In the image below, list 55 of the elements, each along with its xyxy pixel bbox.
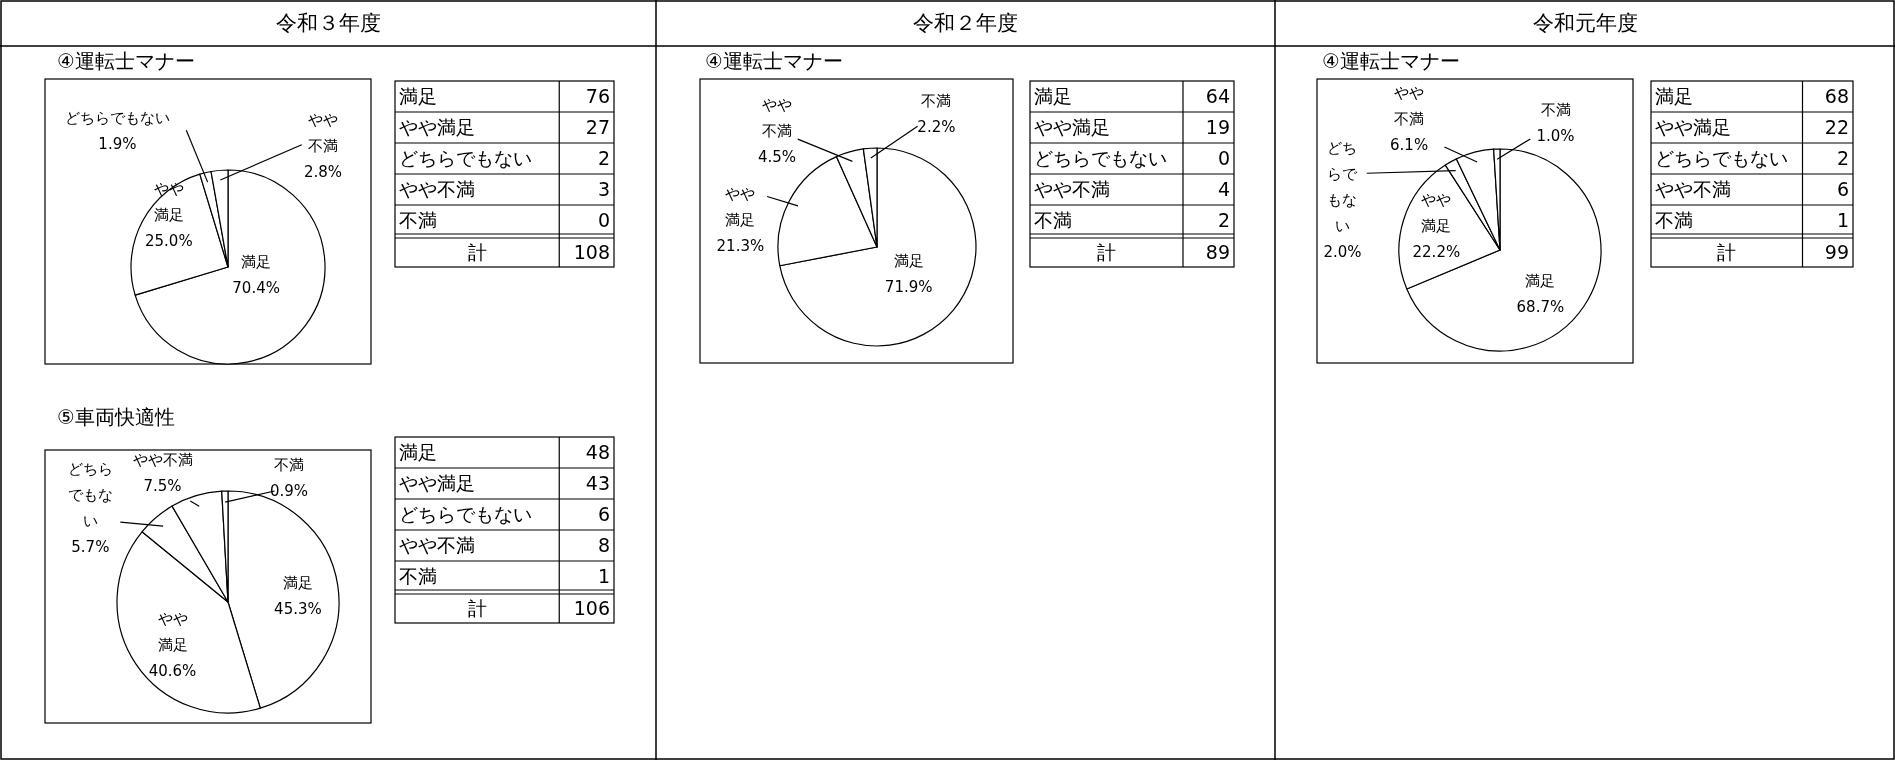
chart-subtitle: 令和３年度 bbox=[275, 11, 381, 35]
category-label: 不満 bbox=[399, 565, 437, 587]
data-label: 64 bbox=[1205, 85, 1230, 107]
data-label: 0 bbox=[1217, 147, 1230, 169]
category-label: 不満 bbox=[399, 209, 437, 231]
data-label: 19 bbox=[1205, 116, 1230, 138]
data-label: 2 bbox=[1217, 209, 1230, 231]
data-label: 2 bbox=[1836, 147, 1849, 169]
category-label: どちらでもない bbox=[1034, 147, 1167, 169]
data-label: 8 bbox=[597, 534, 610, 556]
category-label: 不満 bbox=[1655, 209, 1693, 231]
category-label: やや不満 bbox=[1034, 178, 1110, 200]
category-label: やや不満 bbox=[1655, 178, 1731, 200]
text: 計 bbox=[1097, 241, 1116, 263]
category-label: やや満足 bbox=[399, 472, 475, 494]
category-label: 満足 bbox=[399, 441, 437, 463]
data-label: 27 bbox=[585, 116, 610, 138]
data-label: 76 bbox=[585, 85, 610, 107]
category-label: やや満足 bbox=[1655, 116, 1731, 138]
category-label: やや満足 bbox=[399, 116, 475, 138]
text: 108 bbox=[573, 241, 610, 263]
category-label: やや満足 bbox=[1034, 116, 1110, 138]
data-label: 4 bbox=[1217, 178, 1230, 200]
chart-subtitle: 令和元年度 bbox=[1532, 11, 1638, 35]
data-label: 2 bbox=[597, 147, 610, 169]
data-label: 6 bbox=[1836, 178, 1849, 200]
text: 計 bbox=[1717, 241, 1737, 263]
category-label: どちらでもない bbox=[399, 503, 532, 525]
chart-title: ④運転士マナー bbox=[705, 48, 843, 73]
category-label: どちらでもない bbox=[1655, 147, 1788, 169]
data-label: 48 bbox=[585, 441, 610, 463]
data-label: 0 bbox=[597, 209, 610, 231]
chart-title: ④運転士マナー bbox=[57, 48, 195, 73]
text: 99 bbox=[1824, 241, 1849, 263]
data-label: 1 bbox=[597, 565, 610, 587]
text: 106 bbox=[573, 597, 610, 619]
data-label: 43 bbox=[585, 472, 610, 494]
text: 計 bbox=[467, 597, 487, 619]
category-label: 満足 bbox=[1034, 85, 1072, 107]
category-label: やや不満 bbox=[399, 534, 475, 556]
category-label: 満足 bbox=[1655, 85, 1693, 107]
category-label: どちらでもない bbox=[399, 147, 532, 169]
text: 計 bbox=[467, 241, 487, 263]
chart-subtitle: 令和２年度 bbox=[913, 11, 1018, 35]
category-label: 不満 bbox=[1034, 209, 1072, 231]
category-label: やや不満 bbox=[399, 178, 475, 200]
data-label: 3 bbox=[597, 178, 610, 200]
category-label: 満足 bbox=[399, 85, 437, 107]
data-label: 6 bbox=[597, 503, 610, 525]
data-label: 22 bbox=[1824, 116, 1849, 138]
text: 89 bbox=[1205, 241, 1230, 263]
data-label: 68 bbox=[1824, 85, 1849, 107]
chart-title: ⑤車両快適性 bbox=[57, 404, 175, 429]
chart-title: ④運転士マナー bbox=[1322, 48, 1460, 73]
data-label: 1 bbox=[1836, 209, 1849, 231]
